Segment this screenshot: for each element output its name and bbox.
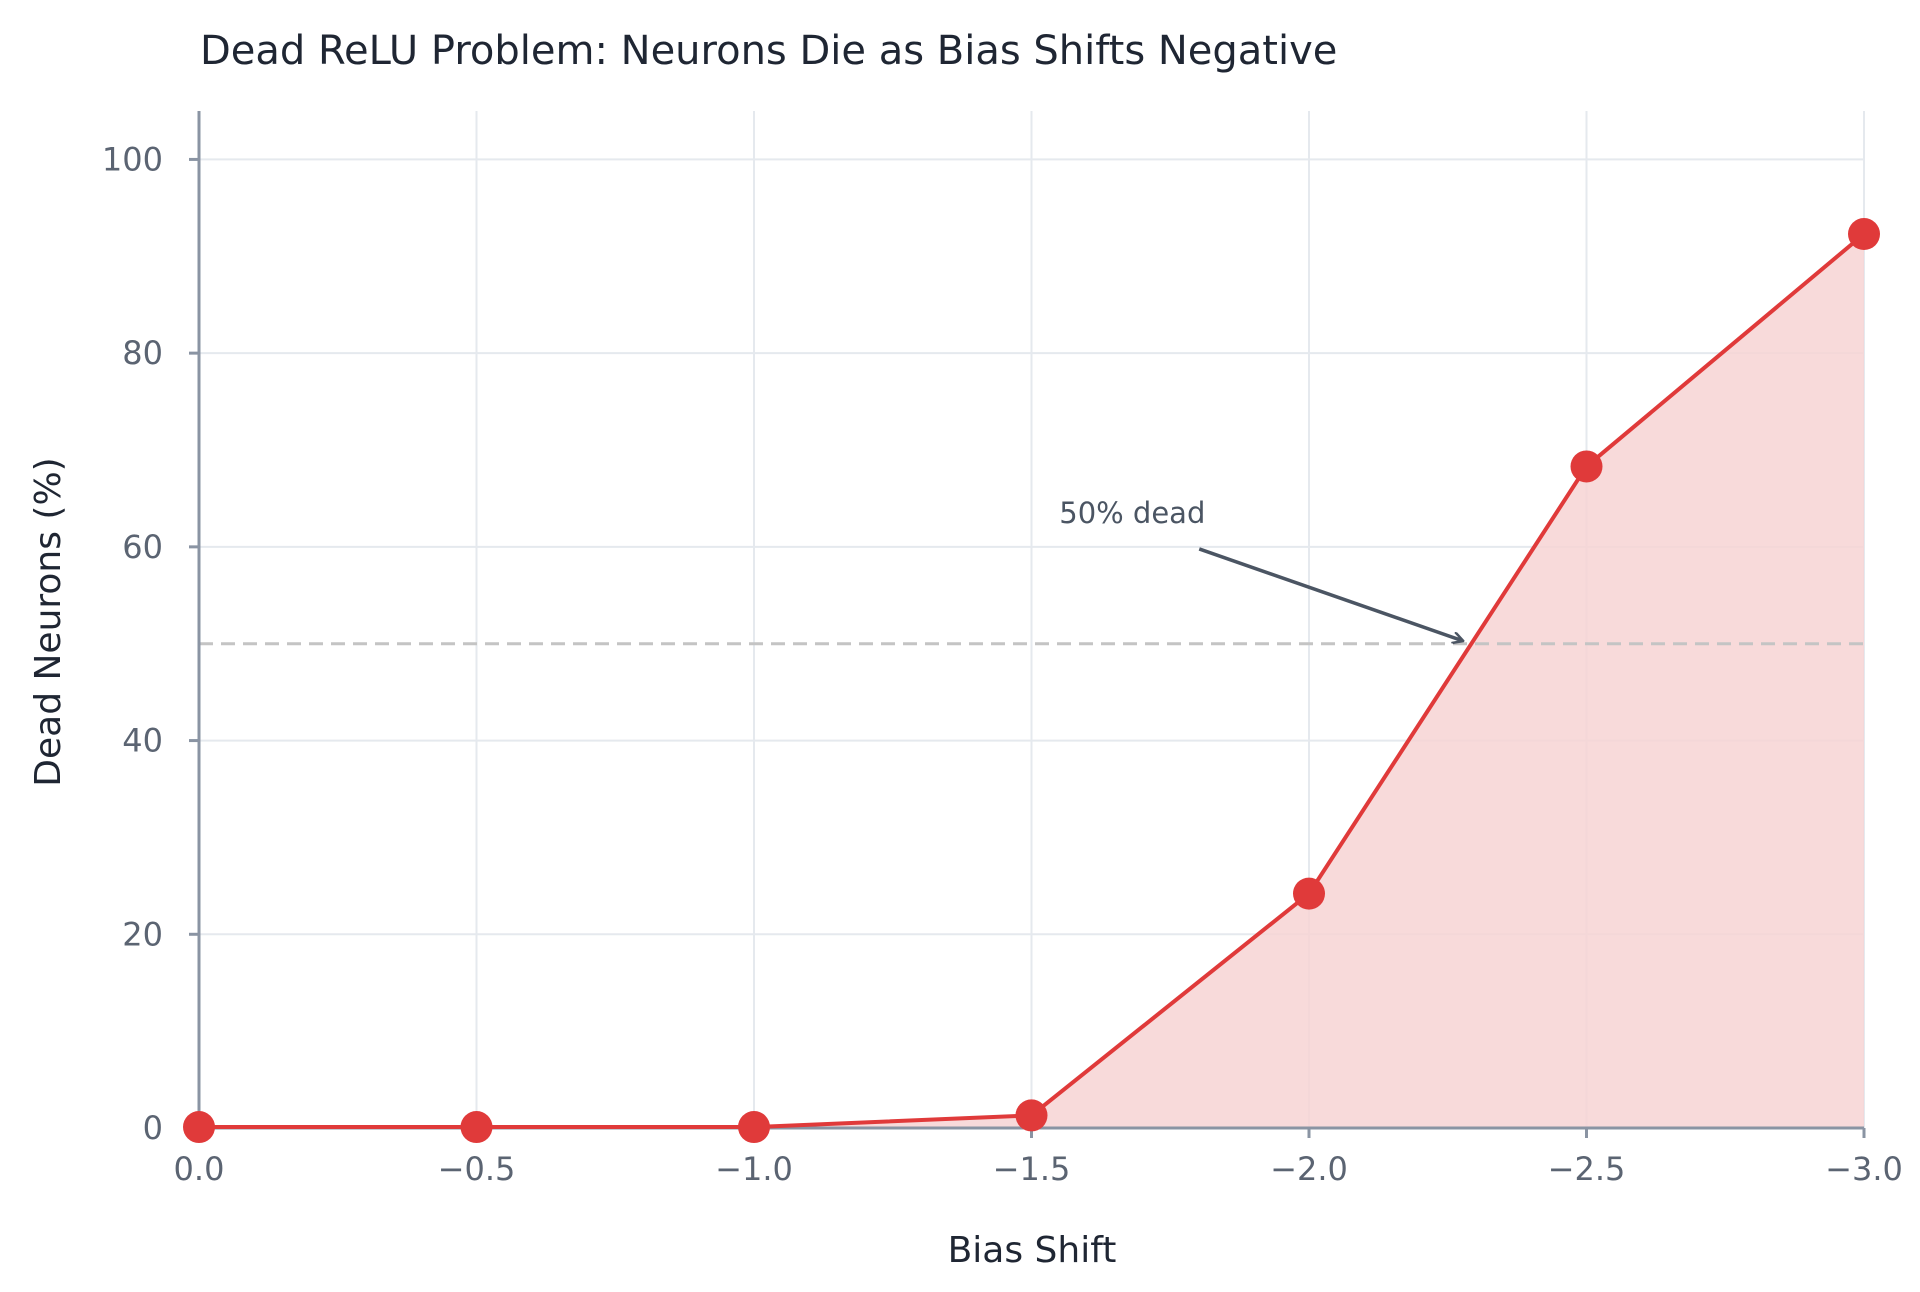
annotation-text: 50% dead xyxy=(1059,496,1205,530)
annotation-layer: 50% dead xyxy=(1059,496,1462,641)
data-point xyxy=(1848,218,1880,251)
x-tick-label: −0.5 xyxy=(438,1150,516,1188)
annotation-arrow xyxy=(1198,547,1462,641)
x-tick-label: −1.0 xyxy=(715,1150,793,1188)
x-tick-label: −2.0 xyxy=(1270,1150,1348,1188)
data-point xyxy=(1570,450,1603,483)
data-points xyxy=(183,218,1880,1144)
area-fill xyxy=(199,234,1864,1129)
data-point xyxy=(183,1111,215,1144)
y-tick-label: 100 xyxy=(102,140,163,178)
x-tick-label: −3.0 xyxy=(1825,1150,1903,1188)
x-tick-label: −1.5 xyxy=(993,1150,1071,1188)
data-point xyxy=(1015,1099,1048,1132)
data-point xyxy=(1293,877,1325,910)
y-tick-label: 80 xyxy=(122,334,163,372)
x-axis-label: Bias Shift xyxy=(948,1230,1117,1271)
y-tick-label: 40 xyxy=(122,722,163,760)
y-tick-label: 0 xyxy=(143,1109,163,1147)
y-tick-label: 20 xyxy=(122,915,163,953)
data-point xyxy=(738,1111,770,1144)
area-fill-layer xyxy=(199,234,1864,1129)
y-tick-label: 60 xyxy=(122,528,163,566)
chart-title: Dead ReLU Problem: Neurons Die as Bias S… xyxy=(200,28,1337,74)
tick-labels: 0.0 −0.5 −1.0 −1.5 −2.0 −2.5 −3.0 0 20 40 60 80 100 xyxy=(102,140,1903,1188)
x-tick-label: −2.5 xyxy=(1548,1150,1626,1188)
x-tick-label: 0.0 xyxy=(174,1150,225,1188)
y-axis-label: Dead Neurons (%) xyxy=(28,457,69,786)
data-point xyxy=(460,1111,493,1144)
